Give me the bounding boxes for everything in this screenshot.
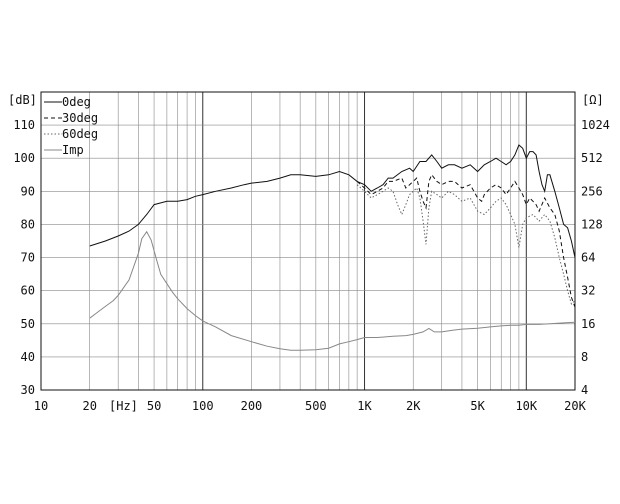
y-tick-label-left: 80 bbox=[21, 217, 35, 231]
y-axis-label-right: [Ω] bbox=[582, 93, 604, 107]
y-tick-label-right: 128 bbox=[581, 217, 603, 231]
y-tick-label-right: 1024 bbox=[581, 118, 610, 132]
y-tick-label-right: 16 bbox=[581, 317, 595, 331]
legend: 0deg 30deg 60deg Imp bbox=[44, 95, 98, 157]
x-tick-label: 10 bbox=[34, 399, 48, 413]
x-tick-label: 200 bbox=[241, 399, 263, 413]
legend-label: 60deg bbox=[62, 127, 98, 141]
y-tick-label-left: 50 bbox=[21, 317, 35, 331]
x-tick-label: 1K bbox=[357, 399, 372, 413]
axes-labels: [dB] [Ω] [Hz] 30 40 50 60 70 80 90 100 110 4 8 16 32… bbox=[8, 93, 610, 413]
y-tick-label-right: 4 bbox=[581, 383, 588, 397]
y-tick-label-right: 8 bbox=[581, 350, 588, 364]
x-tick-label: 5K bbox=[470, 399, 485, 413]
x-tick-label: 20 bbox=[82, 399, 96, 413]
y-tick-label-right: 256 bbox=[581, 184, 603, 198]
x-tick-label: 10K bbox=[515, 399, 537, 413]
y-tick-label-left: 90 bbox=[21, 184, 35, 198]
y-tick-label-left: 110 bbox=[13, 118, 35, 132]
x-tick-label: 2K bbox=[406, 399, 421, 413]
legend-label: 0deg bbox=[62, 95, 91, 109]
x-tick-label: 50 bbox=[147, 399, 161, 413]
x-tick-label: 20K bbox=[564, 399, 586, 413]
y-tick-label-right: 512 bbox=[581, 151, 603, 165]
y-tick-label-right: 64 bbox=[581, 251, 595, 265]
y-axis-label-left: [dB] bbox=[8, 93, 37, 107]
legend-label: Imp bbox=[62, 143, 84, 157]
x-tick-label: 100 bbox=[192, 399, 214, 413]
y-tick-label-left: 70 bbox=[21, 251, 35, 265]
x-tick-label: 500 bbox=[305, 399, 327, 413]
series-lines bbox=[89, 144, 576, 351]
series-line-0deg bbox=[89, 144, 576, 258]
grid bbox=[41, 92, 575, 390]
series-line-60deg bbox=[356, 184, 576, 305]
y-tick-label-right: 32 bbox=[581, 284, 595, 298]
x-axis-unit-label: [Hz] bbox=[109, 399, 138, 413]
y-tick-label-left: 30 bbox=[21, 383, 35, 397]
plot-frame bbox=[40, 91, 576, 391]
y-tick-label-left: 40 bbox=[21, 350, 35, 364]
series-line-30deg bbox=[356, 173, 576, 308]
y-tick-label-left: 100 bbox=[13, 151, 35, 165]
y-tick-label-left: 60 bbox=[21, 284, 35, 298]
legend-label: 30deg bbox=[62, 111, 98, 125]
series-line-imp bbox=[89, 230, 576, 351]
